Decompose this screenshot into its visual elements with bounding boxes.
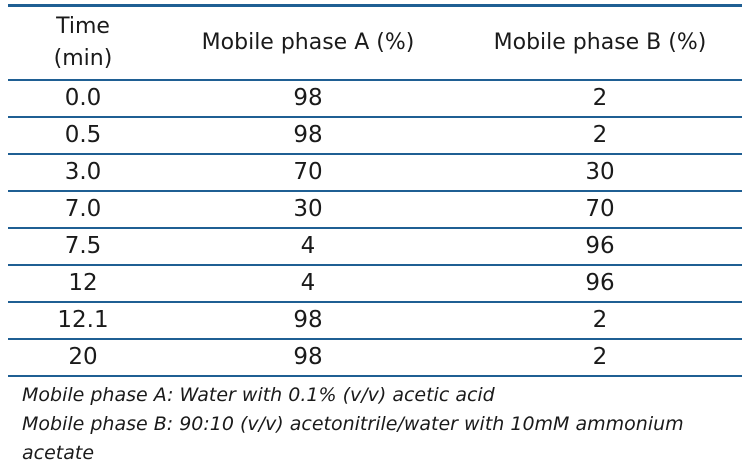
table-row: 20 98 2 bbox=[8, 338, 742, 376]
cell-phase-b: 70 bbox=[585, 196, 615, 222]
header-row: Time (min) Mobile phase A (%) Mobile pha… bbox=[8, 5, 742, 80]
cell-phase-a: 98 bbox=[293, 85, 323, 111]
cell-time: 12 bbox=[68, 270, 98, 296]
cell-phase-a: 4 bbox=[300, 233, 316, 259]
table-row: 7.5 4 96 bbox=[8, 227, 742, 265]
table-row: 7.0 30 70 bbox=[8, 190, 742, 228]
table-row: 12.1 98 2 bbox=[8, 301, 742, 339]
header-time-unit: (min) bbox=[53, 45, 113, 71]
header-time: Time (min) bbox=[8, 6, 158, 80]
cell-time: 12.1 bbox=[57, 307, 109, 333]
header-phase-b: Mobile phase B (%) bbox=[493, 29, 707, 55]
gradient-table: Time (min) Mobile phase A (%) Mobile pha… bbox=[8, 4, 742, 377]
footnote-phase-a: Mobile phase A: Water with 0.1% (v/v) ac… bbox=[22, 383, 495, 406]
gradient-table-container: Time (min) Mobile phase A (%) Mobile pha… bbox=[8, 0, 742, 468]
cell-time: 0.0 bbox=[64, 85, 102, 111]
table-footnotes: Mobile phase A: Water with 0.1% (v/v) ac… bbox=[8, 381, 742, 468]
cell-phase-b: 96 bbox=[585, 270, 615, 296]
cell-phase-b: 30 bbox=[585, 159, 615, 185]
table-body: 0.0 98 2 0.5 98 2 3.0 70 30 7.0 30 70 7.… bbox=[8, 79, 742, 376]
cell-phase-b: 2 bbox=[592, 344, 608, 370]
cell-phase-a: 70 bbox=[293, 159, 323, 185]
cell-phase-b: 2 bbox=[592, 307, 608, 333]
cell-phase-b: 2 bbox=[592, 122, 608, 148]
table-row: 12 4 96 bbox=[8, 264, 742, 302]
cell-phase-a: 98 bbox=[293, 122, 323, 148]
cell-phase-a: 98 bbox=[293, 344, 323, 370]
table-row: 3.0 70 30 bbox=[8, 153, 742, 191]
table-row: 0.0 98 2 bbox=[8, 79, 742, 117]
header-phase-a: Mobile phase A (%) bbox=[201, 29, 415, 55]
cell-time: 0.5 bbox=[64, 122, 102, 148]
cell-phase-a: 98 bbox=[293, 307, 323, 333]
header-time-label: Time bbox=[56, 13, 110, 39]
cell-time: 20 bbox=[68, 344, 98, 370]
table-row: 0.5 98 2 bbox=[8, 116, 742, 154]
cell-phase-a: 4 bbox=[300, 270, 316, 296]
cell-time: 7.0 bbox=[64, 196, 102, 222]
cell-phase-b: 2 bbox=[592, 85, 608, 111]
cell-time: 7.5 bbox=[64, 233, 102, 259]
cell-time: 3.0 bbox=[64, 159, 102, 185]
cell-phase-b: 96 bbox=[585, 233, 615, 259]
table-header: Time (min) Mobile phase A (%) Mobile pha… bbox=[8, 5, 742, 80]
cell-phase-a: 30 bbox=[293, 196, 323, 222]
footnote-phase-b: Mobile phase B: 90:10 (v/v) acetonitrile… bbox=[22, 412, 684, 464]
